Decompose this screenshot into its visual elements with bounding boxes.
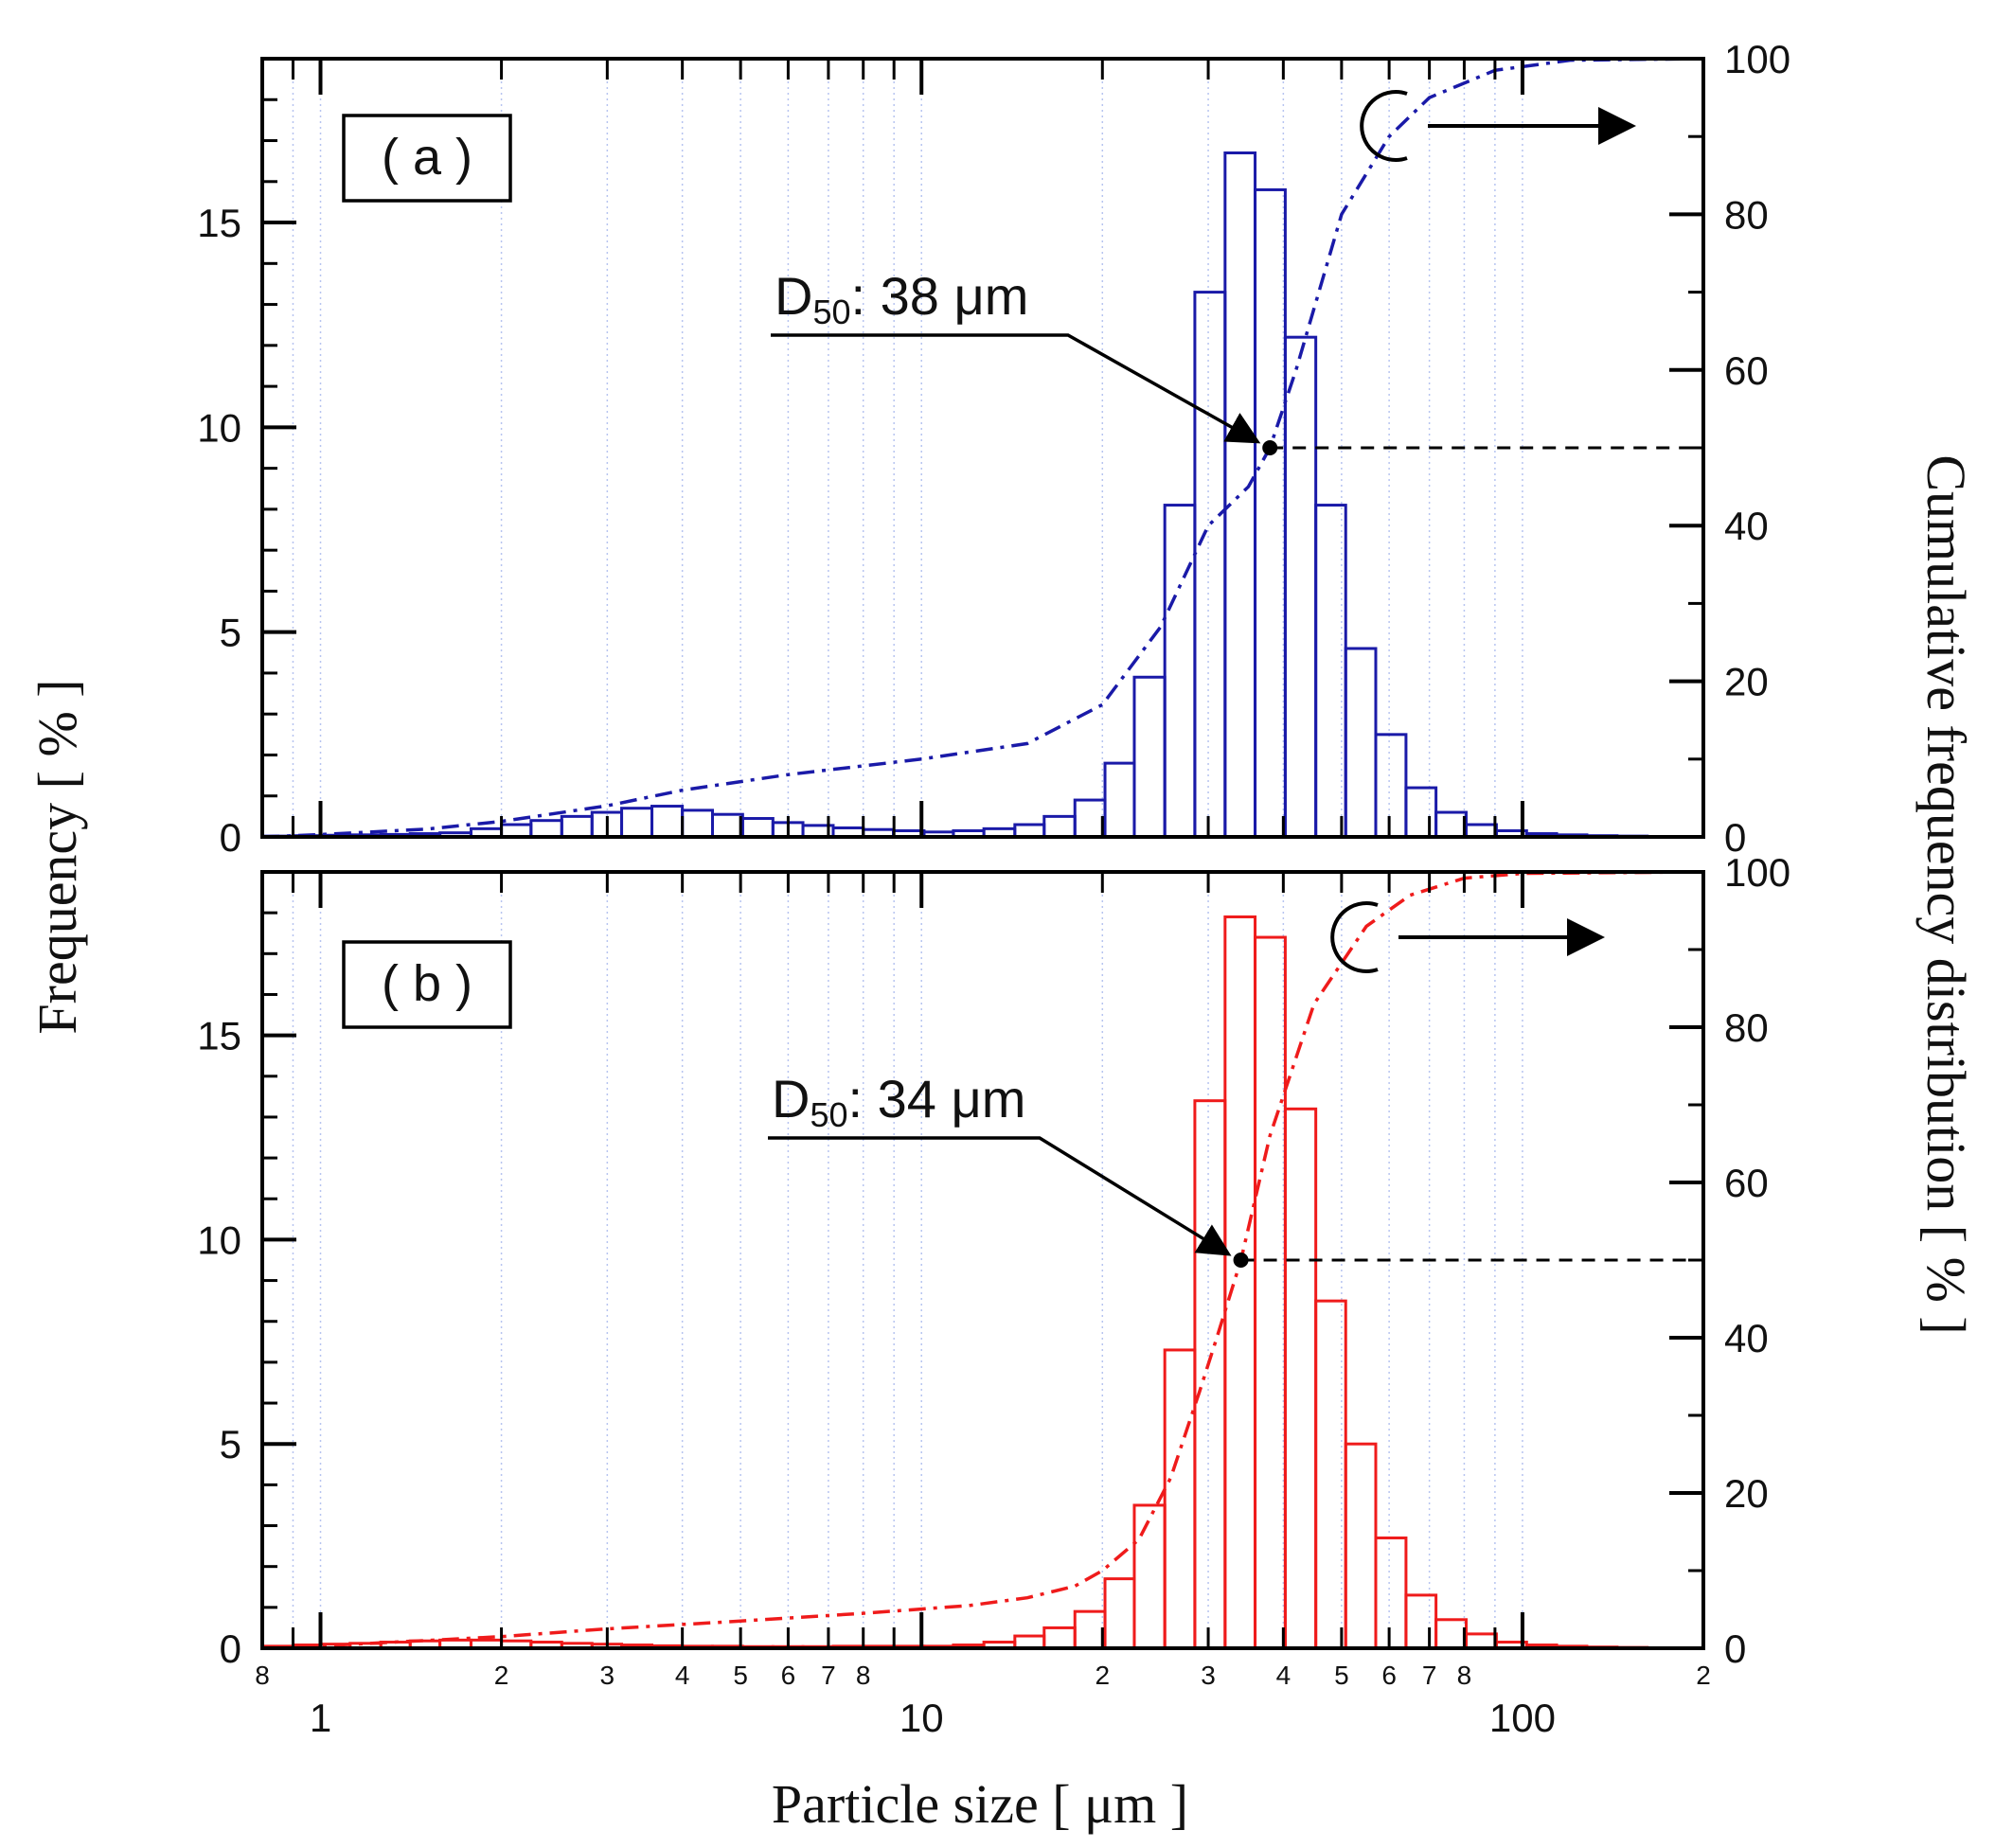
x-minor-tick-label: 5 [733, 1661, 748, 1690]
panel-label-box [342, 114, 512, 203]
panel-label: ( a ) [382, 129, 472, 186]
histogram-bar [681, 808, 714, 839]
histogram-bar [1434, 1618, 1468, 1650]
y2-tick-label: 60 [1724, 1161, 1769, 1205]
x-minor-tick-label: 4 [675, 1661, 690, 1690]
x-minor-tick-label: 8 [255, 1661, 270, 1690]
x-minor-tick-label: 8 [856, 1661, 871, 1690]
histogram-bar [1374, 733, 1408, 839]
y2-tick-label: 0 [1724, 815, 1746, 860]
y2-tick-label: 80 [1724, 192, 1769, 237]
d50-leader-arrow [768, 1136, 1232, 1256]
x-major-tick-label: 100 [1489, 1696, 1556, 1740]
y-tick-label: 5 [220, 611, 241, 655]
histogram-bar [1254, 187, 1287, 839]
x-minor-tick-label: 3 [1201, 1661, 1216, 1690]
y-axis-title-left: Frequency [ % ] [27, 679, 88, 1034]
histogram-bar [1103, 761, 1136, 839]
histogram-bar [1223, 151, 1257, 839]
y-tick-label: 0 [220, 815, 241, 860]
panel-a: D50: 38 μm ( a ) 0 5 10 15 0 20 40 60 80 100 [197, 37, 1790, 860]
d50-leader-arrow [771, 333, 1261, 444]
histogram-bar [1042, 814, 1077, 839]
y-tick-label: 5 [220, 1422, 241, 1466]
histogram-bar [560, 814, 594, 839]
histogram-bar [1344, 647, 1378, 839]
histogram-bar [1193, 1099, 1227, 1650]
histogram-bar [1132, 675, 1167, 839]
right-axis-indicator-arc [1360, 90, 1408, 162]
x-minor-tick-label: 8 [1457, 1661, 1472, 1690]
histogram-bar [1254, 935, 1287, 1650]
panel-b: D50: 34 μm ( b ) 0 5 10 15 0 20 40 60 80 100 [197, 850, 1790, 1671]
x-minor-tick-label: 4 [1276, 1661, 1292, 1690]
x-minor-tick-label: 7 [821, 1661, 836, 1690]
histogram-bar [1223, 915, 1257, 1650]
right-axis-indicator-arc [1330, 901, 1379, 973]
x-axis-title: Particle size [ μm ] [772, 1773, 1188, 1835]
histogram-bar [1404, 1593, 1438, 1650]
y-tick-label: 10 [197, 1217, 241, 1262]
histogram-bar [1193, 291, 1227, 839]
histogram-bar [710, 812, 744, 839]
histogram-bar [1103, 1577, 1136, 1650]
y-tick-label: 15 [197, 201, 241, 245]
x-minor-tick-label: 2 [1095, 1661, 1110, 1690]
d50-label: D50: 38 μm [775, 266, 1028, 331]
histogram-bar [1132, 1503, 1167, 1650]
x-minor-tick-label: 2 [494, 1661, 509, 1690]
x-minor-tick-label: 6 [781, 1661, 796, 1690]
y2-tick-label: 60 [1724, 348, 1769, 393]
d50-label: D50: 34 μm [772, 1069, 1025, 1134]
histogram-bar [529, 819, 563, 839]
panel-label: ( b ) [382, 955, 472, 1012]
y2-tick-label: 0 [1724, 1626, 1746, 1671]
x-minor-tick-label: 3 [600, 1661, 615, 1690]
x-major-tick-label: 10 [900, 1696, 944, 1740]
y-axis-title-right: Cumulative frequency distribution [ % ] [1915, 454, 1977, 1334]
histogram-bar [1283, 1107, 1318, 1650]
d50-marker [1262, 440, 1278, 455]
histogram-bar [1163, 504, 1197, 839]
histogram-bar [620, 807, 654, 839]
y2-tick-label: 100 [1724, 850, 1790, 895]
histogram-bar [1283, 335, 1318, 839]
y2-tick-label: 80 [1724, 1005, 1769, 1050]
x-minor-tick-label: 5 [1334, 1661, 1349, 1690]
histogram-bar [1073, 1609, 1107, 1650]
x-minor-tick-label: 2 [1696, 1661, 1711, 1690]
y-tick-label: 10 [197, 405, 241, 450]
x-minor-tick-label: 7 [1422, 1661, 1437, 1690]
histogram-bar [1344, 1442, 1378, 1650]
x-major-tick-label: 1 [310, 1696, 331, 1740]
x-minor-tick-label: 6 [1381, 1661, 1397, 1690]
y2-tick-label: 40 [1724, 504, 1769, 548]
histogram-bar [650, 805, 685, 839]
histogram-bar [740, 817, 775, 839]
y2-tick-label: 100 [1724, 37, 1790, 81]
y-tick-label: 15 [197, 1014, 241, 1058]
y2-tick-label: 20 [1724, 660, 1769, 704]
y2-tick-label: 20 [1724, 1471, 1769, 1516]
histogram-bar [1404, 786, 1438, 839]
histogram-bar [1374, 1536, 1408, 1650]
d50-marker [1233, 1253, 1249, 1268]
y-tick-label: 0 [220, 1626, 241, 1671]
histogram-bar [1042, 1626, 1077, 1650]
cumulative-curve [261, 57, 1704, 839]
histogram-bar [1163, 1348, 1197, 1650]
panel-label-box [342, 940, 512, 1029]
cumulative-curve [261, 870, 1704, 1650]
y2-tick-label: 40 [1724, 1316, 1769, 1360]
histogram-bar [1464, 1632, 1498, 1650]
histogram-bar [1073, 798, 1107, 839]
histogram-bar [1434, 810, 1468, 839]
